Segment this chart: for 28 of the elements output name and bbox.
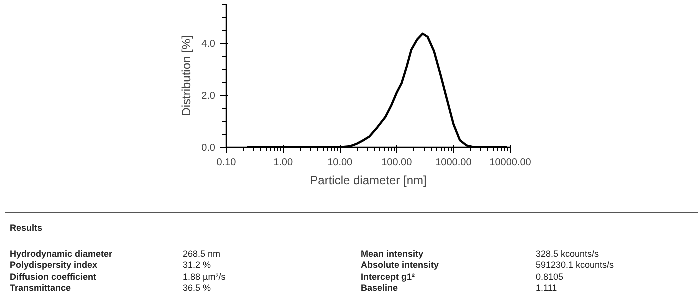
- x-axis-title: Particle diameter [nm]: [310, 174, 427, 188]
- text: 268.5 nm: [182, 248, 222, 260]
- text: 1.88 µm²/s: [182, 272, 227, 283]
- text: Diffusion coefficient: [9, 272, 98, 283]
- text: Mean intensity: [360, 248, 425, 260]
- y-tick-label: 2.0: [202, 91, 216, 102]
- text: Transmittance: [9, 283, 72, 294]
- text: Intercept g1²: [360, 272, 416, 283]
- text: 0.8105: [535, 272, 565, 283]
- text: 591230.1 kcounts/s: [535, 260, 616, 272]
- y-tick-label: 0.0: [202, 143, 216, 154]
- y-axis-title: Distribution [%]: [180, 36, 194, 116]
- text: 36.5 %: [182, 283, 212, 294]
- x-tick-label: 0.10: [216, 158, 237, 168]
- text: 1.111: [535, 283, 558, 294]
- y-tick-label: 4.0: [202, 39, 216, 50]
- x-tick-label: 10000.00: [490, 158, 532, 168]
- text: 328.5 kcounts/s: [535, 248, 600, 260]
- text: Hydrodynamic diameter: [9, 248, 114, 260]
- x-tick-label: 100.00: [382, 158, 413, 168]
- x-tick-label: 10.00: [328, 158, 354, 168]
- x-tick-label: 1.00: [274, 158, 294, 168]
- text: Absolute intensity: [360, 260, 440, 272]
- text: 31.2 %: [182, 260, 212, 272]
- text: Polydispersity index: [9, 260, 99, 272]
- text: Results: [9, 222, 44, 235]
- text: Baseline: [360, 283, 400, 294]
- x-tick-label: 1000.00: [436, 158, 472, 168]
